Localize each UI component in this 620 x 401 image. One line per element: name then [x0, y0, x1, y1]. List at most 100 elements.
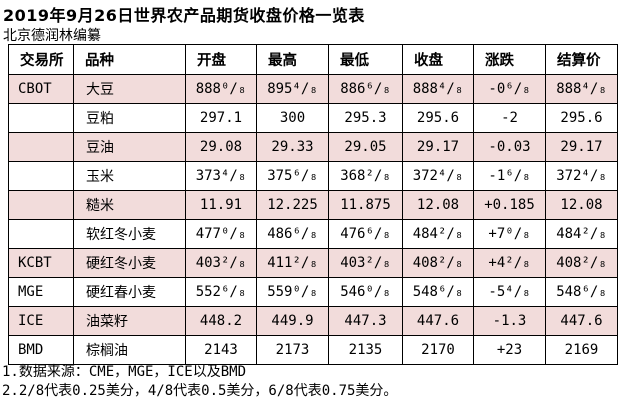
cell-close: 29.17 — [402, 132, 474, 162]
cell-close: 447.6 — [402, 306, 474, 336]
cell-variety: 软红冬小麦 — [73, 219, 186, 249]
page-title: 2019年9月26日世界农产品期货收盘价格一览表 — [3, 6, 365, 25]
table-row-rough-rice: 糙米 11.91 12.225 11.875 12.08 +0.185 12.0… — [8, 190, 618, 220]
cell-open: 11.91 — [185, 190, 257, 220]
cell-change: +0.185 — [473, 190, 546, 220]
cell-settle: 484²/₈ — [545, 219, 618, 249]
cell-open: 448.2 — [185, 306, 257, 336]
cell-variety: 玉米 — [73, 161, 186, 191]
cell-change: +23 — [473, 335, 546, 365]
cell-low: 476⁶/₈ — [328, 219, 403, 249]
cell-open: 29.08 — [185, 132, 257, 162]
cell-exchange: ICE — [8, 306, 74, 336]
cell-change: -1⁶/₈ — [473, 161, 546, 191]
cell-close: 12.08 — [402, 190, 474, 220]
footnote-data-source: 1.数据来源：CME，MGE，ICE以及BMD — [2, 364, 247, 380]
cell-open: 888⁰/₈ — [185, 74, 257, 104]
cell-variety: 糙米 — [73, 190, 186, 220]
cell-close: 2170 — [402, 335, 474, 365]
col-header-change: 涨跌 — [473, 44, 546, 75]
cell-high: 411²/₈ — [256, 248, 329, 278]
cell-high: 375⁶/₈ — [256, 161, 329, 191]
cell-exchange — [8, 103, 74, 133]
cell-low: 403²/₈ — [328, 248, 403, 278]
cell-low: 11.875 — [328, 190, 403, 220]
cell-open: 403²/₈ — [185, 248, 257, 278]
cell-variety: 硬红春小麦 — [73, 277, 186, 307]
table-row-palm-oil: BMD 棕榈油 2143 2173 2135 2170 +23 2169 — [8, 335, 618, 365]
cell-low: 2135 — [328, 335, 403, 365]
footnote-fraction-legend: 2.2/8代表0.25美分，4/8代表0.5美分，6/8代表0.75美分。 — [2, 383, 398, 399]
table-header-row: 交易所 品种 开盘 最高 最低 收盘 涨跌 结算价 — [8, 44, 618, 75]
col-header-high: 最高 — [256, 44, 329, 75]
page-subtitle: 北京德润林编纂 — [3, 28, 101, 44]
cell-settle: 548⁶/₈ — [545, 277, 618, 307]
cell-settle: 295.6 — [545, 103, 618, 133]
cell-low: 368²/₈ — [328, 161, 403, 191]
cell-change: -1.3 — [473, 306, 546, 336]
cell-settle: 888⁴/₈ — [545, 74, 618, 104]
col-header-variety: 品种 — [73, 44, 186, 75]
cell-exchange: MGE — [8, 277, 74, 307]
table-row-soybean-oil: 豆油 29.08 29.33 29.05 29.17 -0.03 29.17 — [8, 132, 618, 162]
cell-high: 2173 — [256, 335, 329, 365]
cell-change: -0⁶/₈ — [473, 74, 546, 104]
cell-low: 447.3 — [328, 306, 403, 336]
cell-settle: 12.08 — [545, 190, 618, 220]
cell-change: +4²/₈ — [473, 248, 546, 278]
cell-variety: 豆油 — [73, 132, 186, 162]
table-row-soybean: CBOT 大豆 888⁰/₈ 895⁴/₈ 886⁶/₈ 888⁴/₈ -0⁶/… — [8, 74, 618, 104]
cell-change: -5⁴/₈ — [473, 277, 546, 307]
table-row-soybean-meal: 豆粕 297.1 300 295.3 295.6 -2 295.6 — [8, 103, 618, 133]
table-row-soft-red-winter-wheat: 软红冬小麦 477⁰/₈ 486⁶/₈ 476⁶/₈ 484²/₈ +7⁰/₈ … — [8, 219, 618, 249]
cell-change: -0.03 — [473, 132, 546, 162]
col-header-settle: 结算价 — [545, 44, 618, 75]
cell-close: 548⁶/₈ — [402, 277, 474, 307]
cell-exchange — [8, 161, 74, 191]
cell-open: 552⁶/₈ — [185, 277, 257, 307]
table-row-corn: 玉米 373⁴/₈ 375⁶/₈ 368²/₈ 372⁴/₈ -1⁶/₈ 372… — [8, 161, 618, 191]
cell-open: 297.1 — [185, 103, 257, 133]
cell-close: 295.6 — [402, 103, 474, 133]
col-header-low: 最低 — [328, 44, 403, 75]
cell-settle: 29.17 — [545, 132, 618, 162]
cell-open: 477⁰/₈ — [185, 219, 257, 249]
futures-price-table: 交易所 品种 开盘 最高 最低 收盘 涨跌 结算价 CBOT 大豆 888⁰/₈… — [8, 44, 618, 365]
table-row-canola: ICE 油菜籽 448.2 449.9 447.3 447.6 -1.3 447… — [8, 306, 618, 336]
cell-variety: 豆粕 — [73, 103, 186, 133]
cell-settle: 408²/₈ — [545, 248, 618, 278]
cell-settle: 2169 — [545, 335, 618, 365]
cell-low: 886⁶/₈ — [328, 74, 403, 104]
cell-variety: 油菜籽 — [73, 306, 186, 336]
table-row-hard-red-winter-wheat: KCBT 硬红冬小麦 403²/₈ 411²/₈ 403²/₈ 408²/₈ +… — [8, 248, 618, 278]
cell-exchange — [8, 190, 74, 220]
cell-high: 300 — [256, 103, 329, 133]
cell-high: 486⁶/₈ — [256, 219, 329, 249]
cell-low: 295.3 — [328, 103, 403, 133]
cell-close: 484²/₈ — [402, 219, 474, 249]
cell-close: 408²/₈ — [402, 248, 474, 278]
cell-exchange: CBOT — [8, 74, 74, 104]
cell-settle: 372⁴/₈ — [545, 161, 618, 191]
col-header-open: 开盘 — [185, 44, 257, 75]
col-header-exchange: 交易所 — [8, 44, 74, 75]
cell-exchange: BMD — [8, 335, 74, 365]
cell-high: 559⁰/₈ — [256, 277, 329, 307]
col-header-close: 收盘 — [402, 44, 474, 75]
cell-high: 895⁴/₈ — [256, 74, 329, 104]
cell-settle: 447.6 — [545, 306, 618, 336]
cell-close: 888⁴/₈ — [402, 74, 474, 104]
table-row-hard-red-spring-wheat: MGE 硬红春小麦 552⁶/₈ 559⁰/₈ 546⁰/₈ 548⁶/₈ -5… — [8, 277, 618, 307]
cell-change: +7⁰/₈ — [473, 219, 546, 249]
cell-open: 2143 — [185, 335, 257, 365]
cell-exchange — [8, 219, 74, 249]
cell-low: 29.05 — [328, 132, 403, 162]
cell-exchange — [8, 132, 74, 162]
cell-close: 372⁴/₈ — [402, 161, 474, 191]
cell-change: -2 — [473, 103, 546, 133]
cell-variety: 大豆 — [73, 74, 186, 104]
cell-exchange: KCBT — [8, 248, 74, 278]
cell-variety: 硬红冬小麦 — [73, 248, 186, 278]
cell-open: 373⁴/₈ — [185, 161, 257, 191]
